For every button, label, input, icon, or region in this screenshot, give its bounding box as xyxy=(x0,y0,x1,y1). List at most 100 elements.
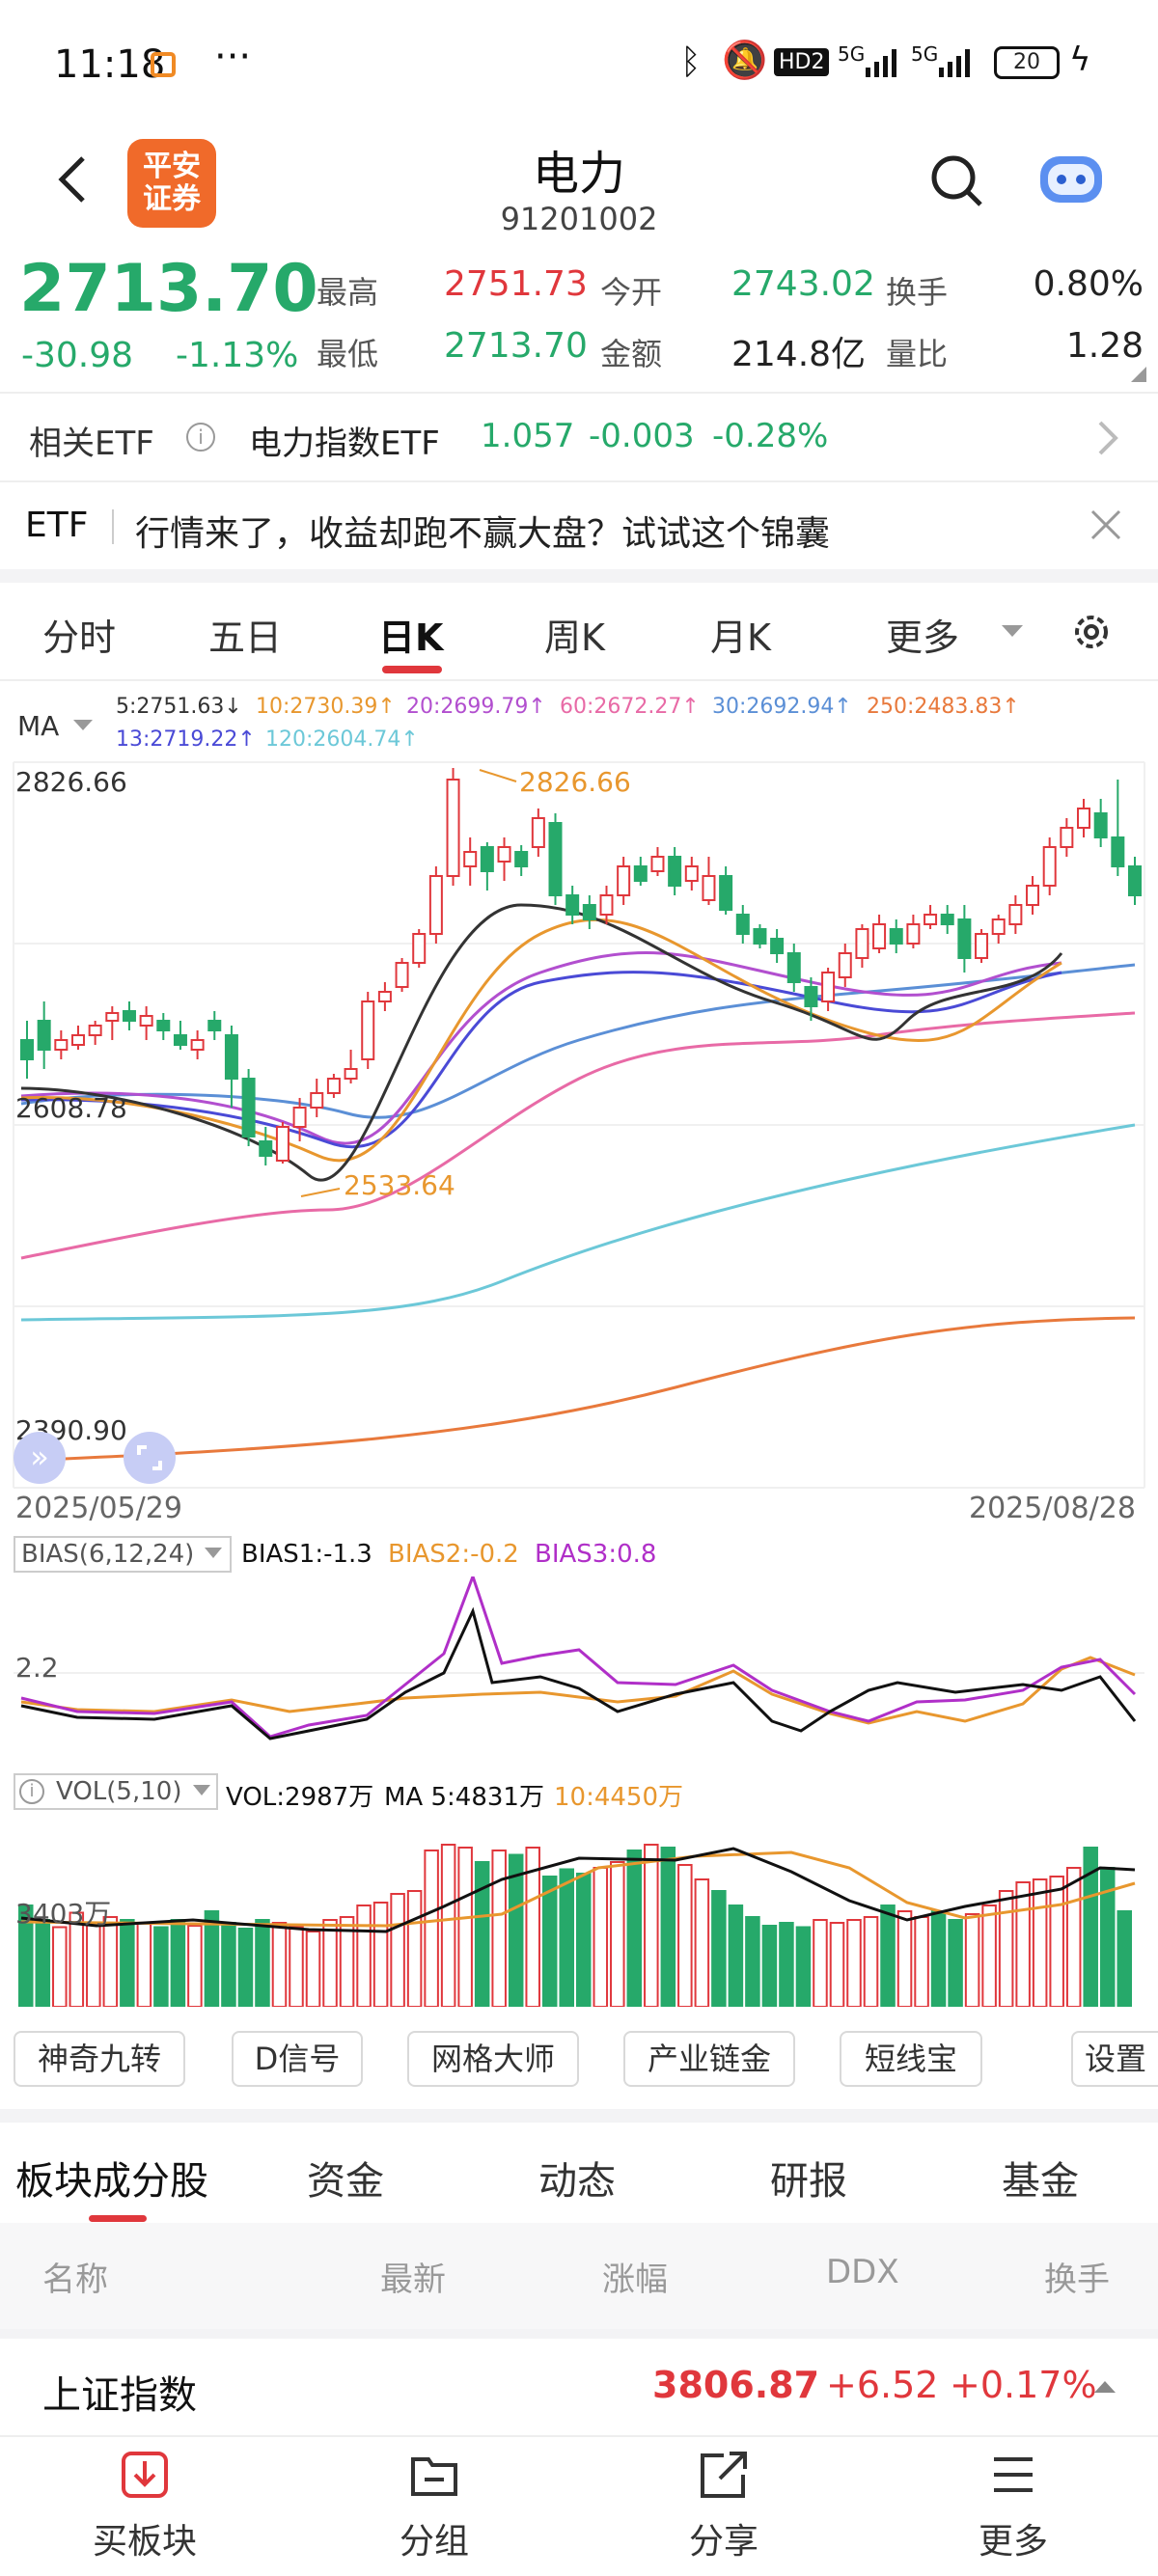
index-ticker-row[interactable]: 上证指数 3806.87 +6.52 +0.17% xyxy=(0,2339,1158,2435)
vol-dropdown-icon[interactable] xyxy=(193,1785,210,1795)
col-name[interactable]: 名称 xyxy=(42,2261,108,2299)
tab-monthly-k[interactable]: 月K xyxy=(710,617,771,659)
candle-body xyxy=(855,928,869,959)
search-icon[interactable] xyxy=(928,152,986,210)
chevron-right-icon[interactable] xyxy=(1092,419,1121,457)
bias-label-box[interactable] xyxy=(14,1536,232,1573)
vol-label-box[interactable] xyxy=(14,1773,218,1810)
panel-tab-research[interactable]: 研报 xyxy=(770,2159,847,2204)
tool-industry-chain[interactable]: 产业链金 xyxy=(623,2031,795,2087)
volume-bar xyxy=(896,1910,913,2008)
candle-body xyxy=(173,1034,187,1046)
volume-bar xyxy=(52,1926,68,2008)
expand-sidebar-icon[interactable]: » xyxy=(14,1432,66,1484)
broker-logo: 平安 证券 xyxy=(127,139,216,228)
settings-gear-icon[interactable] xyxy=(1069,610,1114,654)
last-price: 2713.70 xyxy=(19,251,318,327)
candle-body xyxy=(310,1092,324,1109)
back-button[interactable] xyxy=(46,151,104,208)
date-start: 2025/05/29 xyxy=(15,1492,182,1525)
candle-body xyxy=(497,846,511,863)
quote-block: 2713.70 -30.98 -1.13% 最高 2751.73 最低 2713… xyxy=(0,251,1158,391)
panel-tab-fund[interactable]: 基金 xyxy=(1002,2159,1079,2204)
col-turnover[interactable]: 换手 xyxy=(1044,2261,1110,2299)
dropdown-arrow-icon[interactable] xyxy=(1002,625,1023,637)
expand-corner-icon[interactable] xyxy=(1131,367,1146,382)
ma120-line xyxy=(20,1123,1136,1322)
vol-chart[interactable]: 3403万 xyxy=(0,1814,1158,2008)
ma-label[interactable]: MA xyxy=(17,710,60,742)
bias-label[interactable]: BIAS(6,12,24) xyxy=(21,1540,195,1569)
hd-badge: HD2 xyxy=(774,48,830,76)
nav-group[interactable]: 分组 xyxy=(399,2522,469,2562)
tab-weekly-k[interactable]: 周K xyxy=(544,617,605,659)
nav-buy-sector[interactable]: 买板块 xyxy=(92,2522,197,2562)
nav-group-icon[interactable] xyxy=(338,2446,531,2507)
tab-more[interactable]: 更多 xyxy=(886,617,960,659)
fullscreen-icon[interactable] xyxy=(124,1432,176,1484)
vol-label[interactable]: VOL(5,10) xyxy=(56,1777,182,1806)
close-icon[interactable] xyxy=(1089,507,1123,542)
signal-bars-icon-2 xyxy=(937,46,976,77)
robot-assistant-icon[interactable] xyxy=(1033,145,1110,212)
panel-tab-news[interactable]: 动态 xyxy=(538,2159,616,2204)
vol-info-icon[interactable]: i xyxy=(19,1779,44,1804)
tab-daily-k[interactable]: 日K xyxy=(378,617,444,659)
volume-bar xyxy=(795,1926,812,2008)
candle-body xyxy=(275,1126,290,1162)
open-value: 2743.02 xyxy=(731,264,875,304)
volume-bar xyxy=(440,1844,456,2008)
bias-chart[interactable]: 2.2 xyxy=(0,1572,1158,1766)
nav-more-icon[interactable] xyxy=(917,2446,1110,2507)
header: 平安 证券 电力 91201002 xyxy=(0,135,1158,251)
bias-dropdown-icon[interactable] xyxy=(205,1548,222,1558)
col-latest[interactable]: 最新 xyxy=(380,2261,446,2299)
tab-intraday[interactable]: 分时 xyxy=(42,617,117,659)
nav-share-icon[interactable] xyxy=(627,2446,820,2507)
candle-body xyxy=(889,928,903,945)
col-ddx[interactable]: DDX xyxy=(826,2253,899,2291)
candle-body xyxy=(1042,846,1057,887)
volume-bar xyxy=(626,1850,643,2008)
bias3-value: BIAS3:0.8 xyxy=(535,1540,657,1569)
candle-body xyxy=(617,865,631,896)
candle-body xyxy=(70,1034,85,1046)
tool-short-term[interactable]: 短线宝 xyxy=(840,2031,982,2087)
expand-up-icon[interactable] xyxy=(1094,2381,1116,2393)
banner-divider xyxy=(112,509,114,544)
volume-bar xyxy=(35,1919,51,2008)
panel-tab-constituents[interactable]: 板块成分股 xyxy=(15,2159,208,2204)
battery-icon: 20 xyxy=(994,46,1060,79)
candle-body xyxy=(838,952,852,978)
nav-share[interactable]: 分享 xyxy=(688,2522,758,2562)
mute-icon: 🔕 xyxy=(722,39,768,81)
nav-more[interactable]: 更多 xyxy=(978,2522,1048,2562)
tab-five-day[interactable]: 五日 xyxy=(208,617,283,659)
candle-body xyxy=(156,1020,171,1031)
candle-body xyxy=(957,918,972,959)
candle-body xyxy=(463,851,478,867)
tool-settings[interactable]: 设置 xyxy=(1071,2031,1158,2087)
candlesticks xyxy=(20,768,1142,1165)
candle-body xyxy=(684,865,699,882)
info-icon[interactable]: i xyxy=(186,423,215,452)
bias-svg xyxy=(14,1572,1144,1740)
amount-label: 金额 xyxy=(600,336,663,372)
nav-buy-sector-icon[interactable] xyxy=(48,2446,241,2507)
ma-dropdown-icon[interactable] xyxy=(73,720,93,730)
tool-d-signal[interactable]: D信号 xyxy=(232,2031,363,2087)
divider xyxy=(0,392,1158,394)
volume-bar xyxy=(289,1926,304,2008)
candle-body xyxy=(633,865,648,882)
etf-label: 相关ETF xyxy=(29,425,154,463)
tool-magic-nine[interactable]: 神奇九转 xyxy=(14,2031,185,2087)
etf-banner[interactable]: ETF 行情来了，收益却跑不赢大盘？试试这个锦囊 xyxy=(0,482,1158,569)
col-change[interactable]: 涨幅 xyxy=(602,2261,668,2299)
related-etf-row[interactable]: 相关ETF i 电力指数ETF 1.057 -0.003 -0.28% xyxy=(0,394,1158,480)
volume-bar xyxy=(322,1919,338,2008)
kline-chart[interactable]: 2826.66 2608.78 2390.90 2826.66 2533.64 … xyxy=(0,760,1158,1494)
candle-body xyxy=(54,1039,69,1051)
panel-tab-funds[interactable]: 资金 xyxy=(307,2159,384,2204)
ma20-line xyxy=(20,951,1062,1145)
tool-grid-master[interactable]: 网格大师 xyxy=(407,2031,579,2087)
